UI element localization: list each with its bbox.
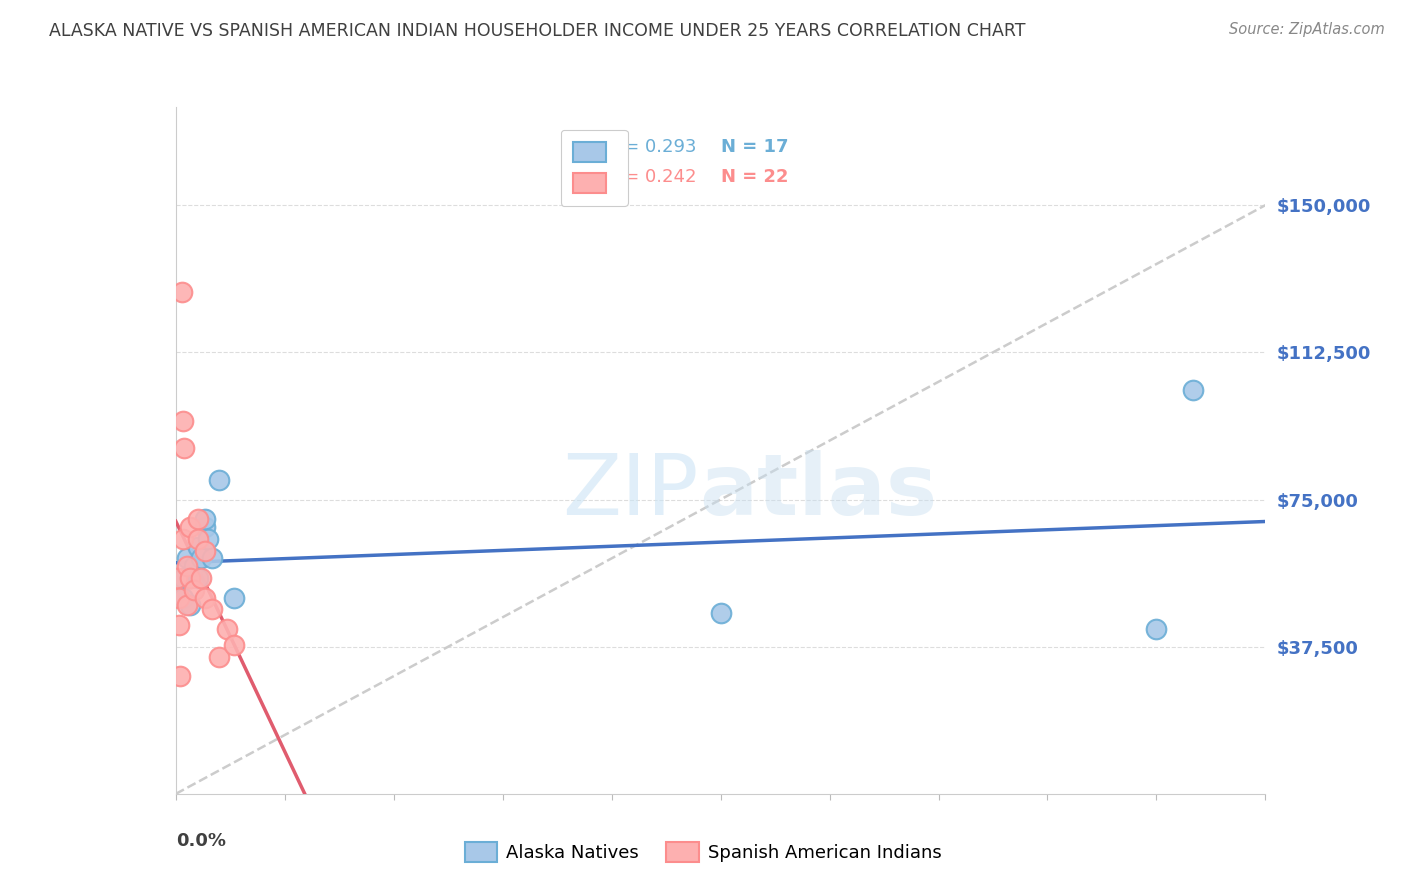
Point: [1146, 622, 1168, 636]
Text: 0.0%: 0.0%: [176, 831, 226, 850]
Point: [201, 602, 224, 616]
Text: ZIP: ZIP: [562, 450, 699, 533]
Point: [186, 540, 209, 554]
Text: N = 17: N = 17: [721, 138, 789, 156]
Point: [172, 591, 194, 605]
Point: [179, 571, 201, 585]
Point: [222, 591, 245, 605]
Point: [179, 571, 201, 585]
Point: [197, 532, 219, 546]
Point: [194, 543, 217, 558]
Point: [194, 520, 217, 534]
Point: [183, 582, 205, 597]
Point: [173, 442, 195, 456]
Point: [201, 551, 224, 566]
Point: [176, 551, 198, 566]
Text: Source: ZipAtlas.com: Source: ZipAtlas.com: [1229, 22, 1385, 37]
Text: N = 22: N = 22: [721, 168, 789, 186]
Point: [222, 638, 245, 652]
Point: [194, 512, 217, 526]
Text: R = 0.242: R = 0.242: [606, 168, 696, 186]
Point: [208, 473, 231, 487]
Legend: , : ,: [561, 130, 627, 206]
Text: atlas: atlas: [699, 450, 936, 533]
Point: [208, 649, 231, 664]
Point: [190, 571, 212, 585]
Point: [172, 414, 194, 428]
Point: [190, 551, 212, 566]
Point: [183, 559, 205, 574]
Point: [169, 669, 191, 683]
Point: [172, 532, 194, 546]
Legend: Alaska Natives, Spanish American Indians: Alaska Natives, Spanish American Indians: [457, 835, 949, 870]
Point: [186, 512, 209, 526]
Point: [176, 599, 198, 613]
Point: [167, 591, 190, 605]
Point: [179, 520, 201, 534]
Point: [176, 559, 198, 574]
Point: [194, 591, 217, 605]
Point: [186, 571, 209, 585]
Point: [166, 571, 188, 585]
Point: [179, 599, 201, 613]
Point: [1181, 383, 1204, 397]
Text: R = 0.293: R = 0.293: [606, 138, 696, 156]
Point: [172, 571, 194, 585]
Point: [169, 618, 191, 632]
Text: ALASKA NATIVE VS SPANISH AMERICAN INDIAN HOUSEHOLDER INCOME UNDER 25 YEARS CORRE: ALASKA NATIVE VS SPANISH AMERICAN INDIAN…: [49, 22, 1026, 40]
Point: [186, 532, 209, 546]
Point: [710, 607, 733, 621]
Point: [170, 285, 193, 299]
Point: [215, 622, 238, 636]
